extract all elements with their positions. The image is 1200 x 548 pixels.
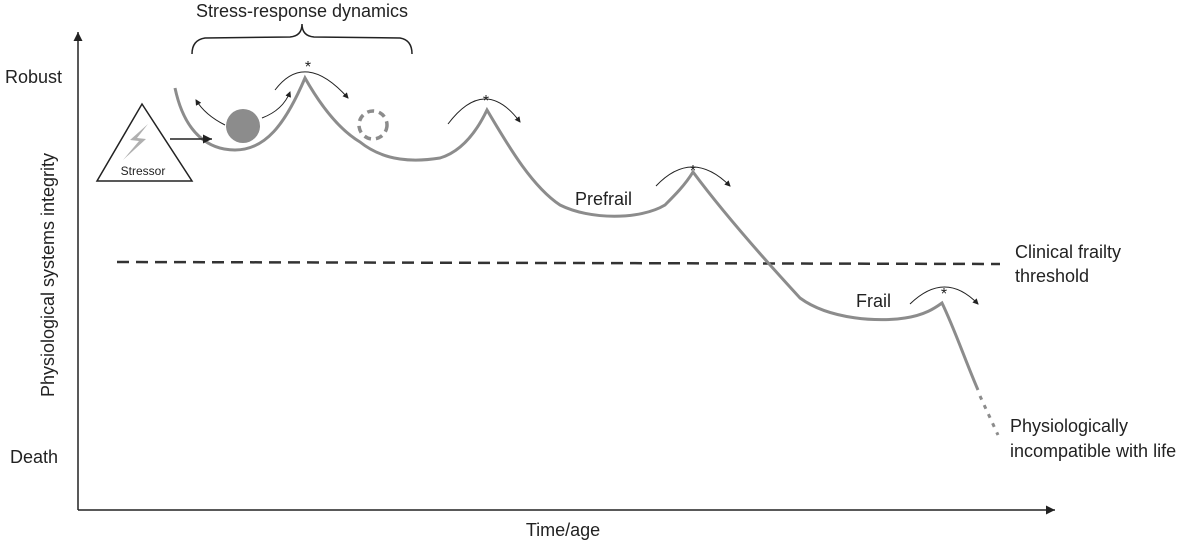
x-axis-label: Time/age bbox=[526, 520, 600, 540]
stressor-label: Stressor bbox=[121, 164, 166, 178]
frailty-threshold-line bbox=[116, 260, 1001, 266]
y-axis-label: Physiological systems integrity bbox=[38, 153, 58, 397]
peak-arc-2 bbox=[447, 98, 521, 125]
integrity-curve bbox=[173, 74, 980, 391]
frail-label: Frail bbox=[856, 291, 891, 311]
y-bottom-label: Death bbox=[10, 447, 58, 467]
title-brace bbox=[191, 23, 413, 55]
threshold-label-line1: Clinical frailty bbox=[1015, 242, 1121, 262]
peak-marker-3: * bbox=[690, 163, 696, 180]
prefrail-label: Prefrail bbox=[575, 189, 632, 209]
peak-arc-4 bbox=[909, 286, 979, 305]
perturbation-arrow-right bbox=[261, 91, 291, 119]
displaced-state-ball bbox=[357, 109, 389, 141]
stressor-triangle: Stressor bbox=[95, 102, 194, 182]
peak-arc-3 bbox=[655, 166, 731, 187]
system-state-ball bbox=[226, 109, 260, 143]
peak-marker-1: * bbox=[305, 59, 311, 76]
end-label-line2: incompatible with life bbox=[1010, 441, 1176, 461]
peak-marker-2: * bbox=[483, 93, 489, 110]
peak-arc-1 bbox=[274, 71, 349, 99]
threshold-label-line2: threshold bbox=[1015, 266, 1089, 286]
integrity-curve-dotted-end bbox=[978, 395, 1000, 436]
title: Stress-response dynamics bbox=[196, 1, 408, 21]
y-top-label: Robust bbox=[5, 67, 62, 87]
end-label-line1: Physiologically bbox=[1010, 416, 1128, 436]
peak-marker-4: * bbox=[941, 286, 947, 303]
perturbation-arrow-left bbox=[195, 99, 226, 126]
